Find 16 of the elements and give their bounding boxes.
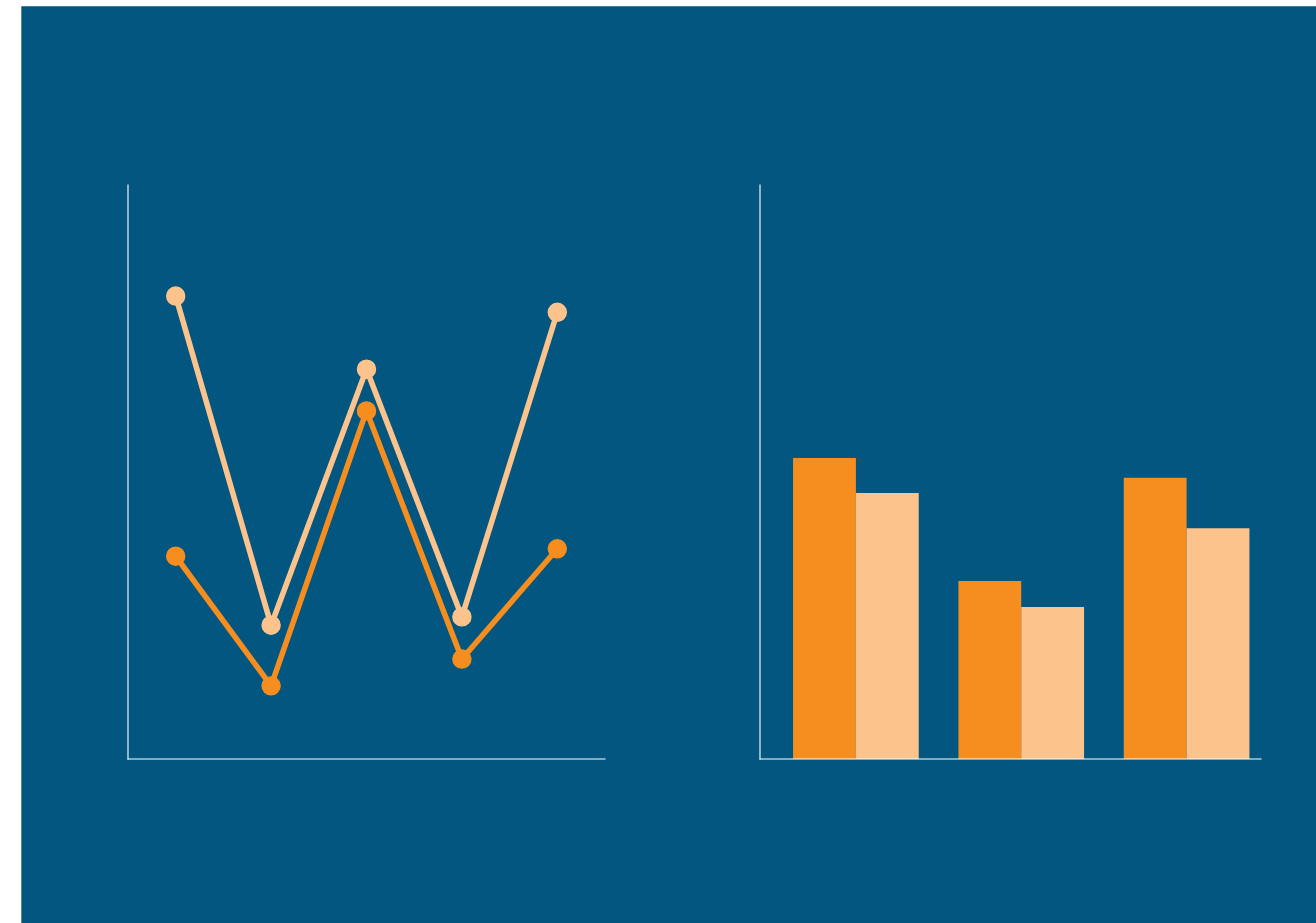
- point: [165, 546, 186, 566]
- point: [547, 539, 568, 559]
- bar: [1186, 528, 1250, 759]
- point: [356, 401, 377, 421]
- point: [356, 359, 377, 379]
- bar: [1123, 477, 1187, 759]
- bar: [855, 492, 919, 759]
- point: [452, 607, 472, 627]
- point: [261, 676, 281, 696]
- point: [261, 615, 281, 635]
- bar: [1021, 607, 1085, 759]
- point: [547, 302, 568, 323]
- bar: [793, 458, 856, 759]
- point: [452, 649, 472, 669]
- bar: [958, 581, 1022, 759]
- point: [165, 286, 186, 306]
